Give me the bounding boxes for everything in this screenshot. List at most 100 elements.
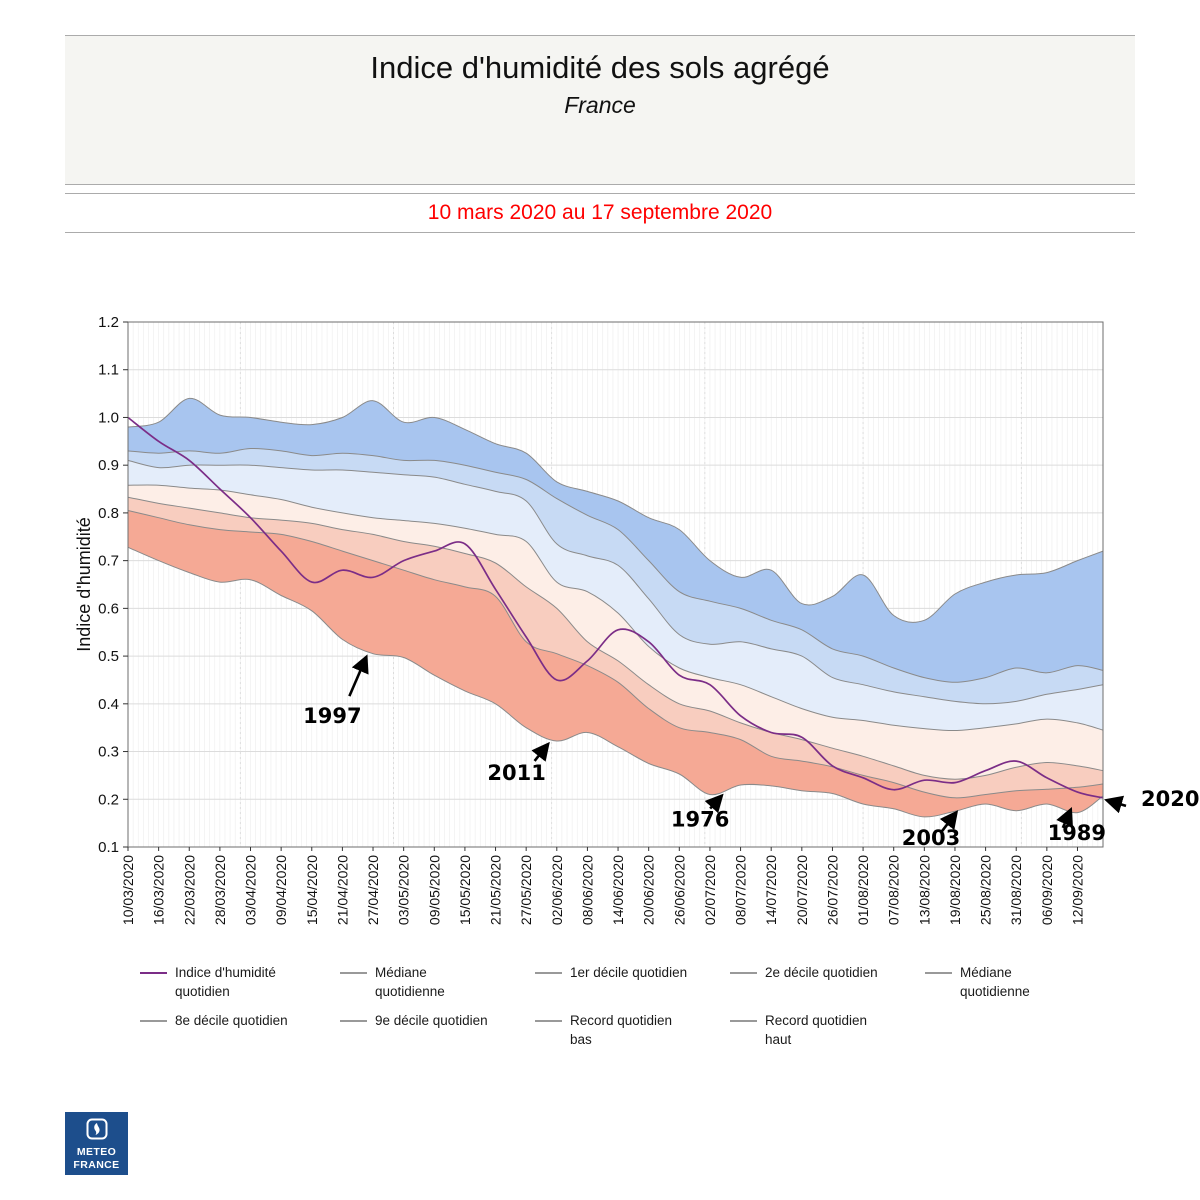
x-tick-label: 14/07/2020 [763, 855, 779, 925]
x-tick-label: 14/06/2020 [610, 855, 626, 925]
annotation-arrow-2020 [1104, 795, 1127, 814]
line-indice-2020 [127, 416, 1104, 799]
plot-border [127, 321, 1104, 848]
legend-line-swatch [140, 1019, 167, 1022]
x-tick-label: 21/04/2020 [334, 855, 350, 925]
legend-line-swatch [340, 972, 367, 974]
annotations: 1997 2011 1976 2003 1989 2020 [303, 654, 1199, 850]
y-tick-label: 1.2 [98, 314, 119, 331]
band-9e-8e [128, 448, 1103, 704]
annotation-label-1997: 1997 [303, 704, 361, 728]
x-tick-label: 20/07/2020 [794, 855, 810, 925]
legend-line-swatch [340, 1019, 367, 1022]
line-decile8 [127, 459, 1104, 705]
x-tick-label: 26/07/2020 [824, 855, 840, 925]
x-tick-label: 01/08/2020 [855, 855, 871, 925]
annotation-label-1976: 1976 [671, 808, 729, 832]
y-tick-label: 0.1 [98, 839, 119, 856]
y-axis: 0.1 0.2 0.3 0.4 0.5 0.6 0.7 0.8 0.9 1.0 1.1 1.2 [98, 314, 128, 856]
meteo-france-icon [86, 1118, 107, 1140]
legend-label: Indice d'humidité quotidien [175, 965, 276, 999]
line-decile9 [127, 447, 1104, 683]
x-tick-label: 19/08/2020 [947, 855, 963, 925]
band-2e-1er [128, 497, 1103, 798]
x-tick-label: 02/07/2020 [702, 855, 718, 925]
period-box: 10 mars 2020 au 17 septembre 2020 [65, 193, 1135, 233]
x-axis: 10/03/2020 16/03/2020 22/03/2020 28/03/2020… [120, 847, 1085, 925]
legend-row-2: 8e décile quotidien 9e décile quotidien Re… [140, 1012, 1150, 1050]
x-tick-label: 10/03/2020 [120, 855, 136, 925]
y-tick-label: 1.0 [98, 409, 119, 426]
x-tick-label: 21/05/2020 [488, 855, 504, 925]
chart-legend: Indice d'humidité quotidien Médiane quoti… [140, 964, 1150, 1060]
legend-label: Médiane quotidienne [960, 965, 1030, 999]
page-title: Indice d'humidité des sols agrégé [370, 50, 830, 85]
x-tick-label: 12/09/2020 [1069, 855, 1085, 925]
y-tick-label: 0.6 [98, 600, 119, 617]
x-tick-label: 09/04/2020 [273, 855, 289, 925]
y-tick-label: 1.1 [98, 362, 119, 379]
legend-item: Record quotidien bas [535, 1012, 730, 1050]
y-tick-label: 0.4 [98, 696, 119, 713]
legend-label: 8e décile quotidien [175, 1012, 288, 1028]
legend-label: Médiane quotidienne [375, 965, 445, 999]
annotation-label-1989: 1989 [1048, 821, 1106, 845]
legend-line-swatch [140, 972, 167, 974]
x-tick-label: 09/05/2020 [426, 855, 442, 925]
x-tick-label: 15/04/2020 [304, 855, 320, 925]
legend-item: Médiane quotidienne [925, 964, 1120, 1002]
y-tick-label: 0.2 [98, 791, 119, 808]
x-tick-label: 06/09/2020 [1039, 855, 1055, 925]
legend-item: 2e décile quotidien [730, 964, 925, 1002]
annotation-label-2020: 2020 [1141, 787, 1199, 811]
line-mediane [127, 484, 1104, 732]
legend-row-1: Indice d'humidité quotidien Médiane quoti… [140, 964, 1150, 1002]
annotation-arrow-1976 [704, 793, 724, 814]
x-tick-label: 13/08/2020 [916, 855, 932, 925]
legend-line-swatch [535, 1019, 562, 1022]
x-tick-label: 16/03/2020 [151, 855, 167, 925]
legend-item: Médiane quotidienne [340, 964, 535, 1002]
x-tick-label: 20/06/2020 [641, 855, 657, 925]
x-tick-label: 02/06/2020 [549, 855, 565, 925]
legend-item: Record quotidien haut [730, 1012, 925, 1050]
band-record-haut-9e [128, 398, 1103, 683]
annotation-arrow-2011 [531, 741, 550, 762]
line-decile1 [127, 510, 1104, 799]
y-tick-label: 0.8 [98, 505, 119, 522]
y-tick-label: 0.7 [98, 553, 119, 570]
x-tick-label: 03/04/2020 [243, 855, 259, 925]
legend-label: Record quotidien bas [570, 1012, 673, 1047]
annotation-arrow-2003 [939, 810, 959, 832]
legend-item: 8e décile quotidien [140, 1012, 340, 1050]
legend-line-swatch [535, 972, 562, 974]
soil-moisture-chart: 0.1 0.2 0.3 0.4 0.5 0.6 0.7 0.8 0.9 1.0 1.1 1.2 Indi… [74, 314, 1199, 925]
legend-line-swatch [730, 972, 757, 974]
annotation-arrow-1989 [1056, 807, 1073, 829]
legend-item: Indice d'humidité quotidien [140, 964, 340, 1002]
x-tick-label: 22/03/2020 [181, 855, 197, 925]
y-axis-title: Indice d'humidité [74, 517, 94, 652]
legend-line-swatch [730, 1019, 757, 1022]
title-box: Indice d'humidité des sols agrégé France [65, 35, 1135, 185]
band-1er-record-bas [128, 510, 1103, 817]
annotation-label-2011: 2011 [487, 761, 545, 785]
band-mediane-2e [128, 484, 1103, 780]
x-tick-label: 08/06/2020 [579, 855, 595, 925]
legend-label: Record quotidien haut [765, 1012, 868, 1047]
x-tick-label: 15/05/2020 [457, 855, 473, 925]
legend-item: 9e décile quotidien [340, 1012, 535, 1050]
period-label: 10 mars 2020 au 17 septembre 2020 [427, 201, 773, 224]
line-record-haut [127, 397, 1104, 623]
y-tick-label: 0.3 [98, 744, 119, 761]
y-tick-label: 0.9 [98, 457, 119, 474]
legend-item: 1er décile quotidien [535, 964, 730, 1002]
legend-line-swatch [925, 972, 952, 974]
x-tick-label: 07/08/2020 [886, 855, 902, 925]
x-tick-label: 27/04/2020 [365, 855, 381, 925]
line-decile2 [127, 496, 1104, 780]
legend-label: 1er décile quotidien [570, 965, 688, 980]
x-tick-label: 03/05/2020 [396, 855, 412, 925]
x-tick-label: 27/05/2020 [518, 855, 534, 925]
